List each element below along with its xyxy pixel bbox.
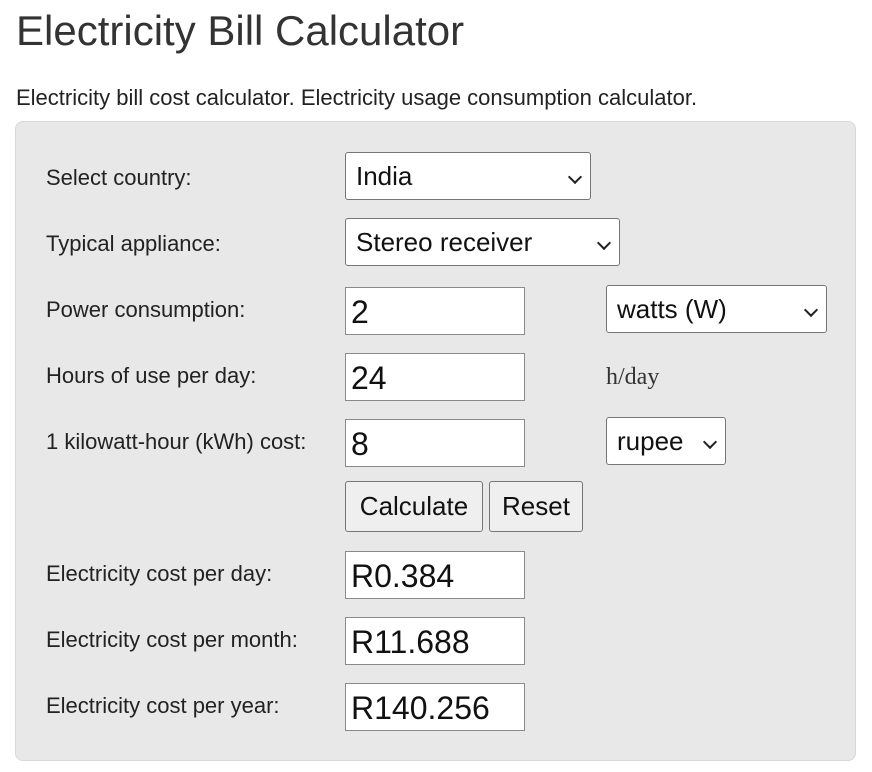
power-input[interactable]: 2 [345,287,525,335]
kwh-cost-label: 1 kilowatt-hour (kWh) cost: [46,429,307,454]
kwh-cost-input[interactable]: 8 [345,419,525,467]
appliance-select-value: Stereo receiver [356,227,533,257]
currency-select[interactable]: rupee [606,417,726,465]
appliance-label: Typical appliance: [46,231,221,256]
hours-input[interactable]: 24 [345,353,525,401]
cost-per-month-output[interactable]: R11.688 [345,617,525,665]
hours-label: Hours of use per day: [46,363,257,388]
cost-per-month-label: Electricity cost per month: [46,627,298,652]
cost-per-year-label: Electricity cost per year: [46,693,280,718]
reset-button[interactable]: Reset [489,481,583,532]
page-title: Electricity Bill Calculator [16,7,465,54]
chevron-down-icon [567,169,583,185]
chevron-down-icon [596,235,612,251]
power-label: Power consumption: [46,297,246,322]
power-unit-select[interactable]: watts (W) [606,285,827,333]
currency-value: rupee [617,426,684,456]
power-unit-value: watts (W) [617,294,727,324]
cost-per-day-output[interactable]: R0.384 [345,551,525,599]
country-select[interactable]: India [345,152,591,200]
chevron-down-icon [803,302,819,318]
hours-unit: h/day [606,364,660,390]
page-description: Electricity bill cost calculator. Electr… [16,85,698,110]
cost-per-day-label: Electricity cost per day: [46,561,273,586]
country-select-value: India [356,161,413,191]
appliance-select[interactable]: Stereo receiver [345,218,620,266]
country-label: Select country: [46,165,192,190]
cost-per-year-output[interactable]: R140.256 [345,683,525,731]
calculate-button[interactable]: Calculate [345,481,483,532]
chevron-down-icon [702,434,718,450]
